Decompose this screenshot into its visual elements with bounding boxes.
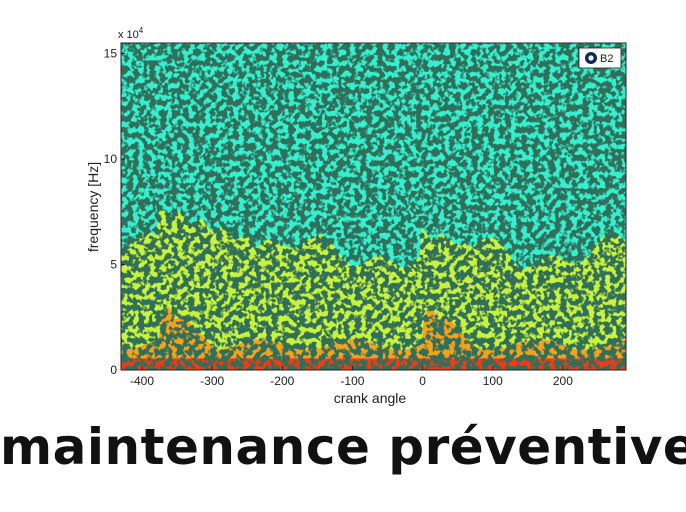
- y-tick-label: 5: [110, 258, 117, 272]
- x-tick-label: 100: [483, 374, 503, 388]
- y-axis-label: frequency [Hz]: [85, 162, 101, 252]
- y-scale-label: x 104: [118, 26, 144, 41]
- plot-frame: [120, 42, 627, 371]
- y-tick-label: 15: [104, 47, 118, 61]
- y-tick-label: 10: [104, 152, 118, 166]
- x-tick-label: -400: [130, 374, 154, 388]
- noise-texture: [121, 43, 626, 370]
- y-tick-label: 0: [110, 363, 117, 377]
- x-tick-label: 0: [419, 374, 426, 388]
- plot-area: [121, 43, 626, 370]
- caption: maintenance préventive: [0, 418, 686, 476]
- x-tick-label: -200: [270, 374, 294, 388]
- x-tick-label: 200: [553, 374, 573, 388]
- x-axis-label: crank angle: [334, 390, 407, 406]
- x-axis: -400 -300 -200 -100 0 100 200: [130, 366, 573, 388]
- legend-marker-inner-icon: [588, 55, 594, 61]
- y-scale-exponent: 4: [139, 26, 144, 35]
- x-tick-label: -300: [200, 374, 224, 388]
- legend: B2: [578, 47, 622, 69]
- y-axis: 0 5 10 15: [104, 47, 125, 377]
- spectrogram-figure: -400 -300 -200 -100 0 100 200 0 5 10 15 x 104 cra…: [85, 26, 627, 406]
- legend-label: B2: [600, 53, 613, 65]
- x-tick-label: -100: [340, 374, 364, 388]
